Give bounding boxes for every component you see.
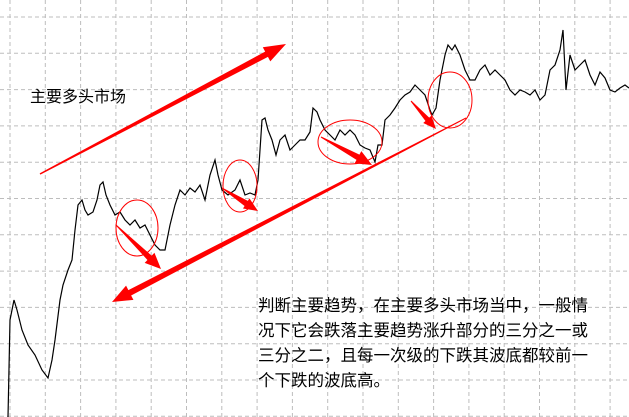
pullback-arrow (115, 224, 161, 269)
note-line-1: 判断主要趋势，在主要多头市场当中，一般情 (258, 296, 588, 315)
price-line (7, 29, 629, 417)
trend-label: 主要多头市场 (30, 87, 127, 106)
pullback-arrow (221, 187, 258, 211)
pullback-arrow (320, 136, 372, 165)
note-line-4: 个下跌的波底高。 (258, 371, 390, 390)
support-line-arrow (112, 117, 467, 302)
explanation-note: 判断主要趋势，在主要多头市场当中，一般情 况下它会跌落主要趋势涨升部分的三分之一… (258, 293, 588, 393)
pullback-arrow (410, 100, 436, 129)
pullback-circle (222, 159, 258, 213)
note-line-3: 三分之二，且每一次级的下跌其波底都较前一 (258, 346, 588, 365)
note-line-2: 况下它会跌落主要趋势涨升部分的三分之一或 (258, 321, 588, 340)
pullback-circle (427, 71, 473, 129)
uptrend-arrow (39, 44, 286, 175)
pullback-circle (317, 119, 383, 165)
pullback-circle (115, 199, 159, 257)
